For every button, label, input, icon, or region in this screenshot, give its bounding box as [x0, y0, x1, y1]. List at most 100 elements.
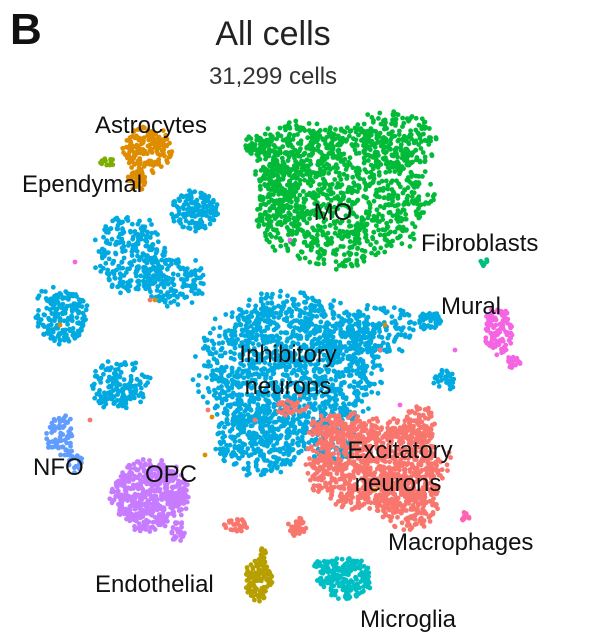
scatter-point: [282, 356, 288, 362]
scatter-point: [323, 192, 329, 198]
scatter-point: [292, 237, 297, 243]
scatter-point: [340, 392, 346, 397]
scatter-point: [331, 359, 337, 365]
scatter-point: [361, 392, 367, 398]
scatter-point: [137, 257, 142, 263]
scatter-point: [58, 305, 64, 310]
scatter-point: [341, 332, 347, 337]
scatter-point: [287, 172, 292, 178]
scatter-point: [219, 371, 224, 377]
scatter-point: [146, 286, 152, 292]
scatter-point: [105, 378, 111, 384]
scatter-point: [411, 183, 416, 189]
scatter-point: [287, 382, 293, 387]
scatter-point: [351, 312, 357, 318]
scatter-point: [296, 358, 302, 363]
scatter-point: [257, 385, 263, 390]
scatter-point: [288, 344, 294, 350]
scatter-point: [130, 361, 135, 367]
scatter-point: [54, 306, 60, 312]
scatter-point: [214, 360, 220, 366]
scatter-point: [321, 261, 327, 267]
scatter-point: [347, 329, 353, 334]
scatter-point: [369, 115, 375, 120]
scatter-point: [265, 430, 270, 436]
scatter-point: [248, 323, 254, 329]
scatter-point: [292, 297, 297, 302]
scatter-point: [292, 325, 298, 330]
scatter-point: [156, 274, 162, 280]
scatter-point: [344, 258, 349, 263]
scatter-point: [98, 263, 103, 269]
scatter-point: [301, 189, 306, 194]
scatter-point: [289, 309, 294, 315]
scatter-point: [366, 347, 371, 352]
scatter-point: [213, 208, 219, 214]
scatter-point: [105, 359, 111, 364]
scatter-point: [235, 337, 241, 342]
scatter-point: [119, 260, 125, 265]
scatter-point: [214, 412, 220, 417]
scatter-point: [278, 243, 284, 249]
scatter-point: [306, 121, 312, 126]
scatter-point: [350, 401, 356, 407]
scatter-point: [184, 277, 190, 282]
scatter-point: [420, 150, 426, 155]
scatter-point: [297, 348, 303, 354]
scatter-point: [98, 269, 104, 274]
scatter-point: [245, 332, 250, 337]
scatter-point: [280, 458, 286, 463]
scatter-point: [271, 401, 277, 407]
scatter-point: [284, 191, 290, 197]
scatter-point: [377, 363, 382, 368]
scatter-point: [67, 293, 72, 299]
scatter-point: [139, 236, 144, 242]
scatter-point: [336, 151, 342, 157]
scatter-point: [176, 211, 182, 217]
scatter-point: [106, 276, 112, 282]
scatter-point: [241, 429, 247, 435]
scatter-point: [193, 354, 198, 359]
scatter-point: [316, 142, 322, 148]
scatter-point: [251, 364, 257, 370]
scatter-point: [274, 363, 280, 368]
scatter-point: [281, 445, 286, 451]
scatter-point: [306, 410, 312, 415]
scatter-point: [405, 135, 411, 140]
scatter-point: [217, 325, 223, 330]
scatter-point: [256, 374, 262, 380]
scatter-point: [392, 133, 398, 139]
scatter-point: [231, 411, 237, 417]
scatter-point: [223, 364, 229, 370]
scatter-point: [317, 127, 323, 133]
scatter-point: [375, 354, 381, 360]
scatter-point: [315, 232, 320, 238]
scatter-point: [265, 126, 271, 132]
scatter-point: [375, 418, 381, 424]
scatter-point: [189, 288, 194, 294]
scatter-point: [143, 286, 149, 292]
scatter-point: [258, 423, 264, 429]
scatter-point: [79, 327, 84, 333]
scatter-point: [259, 437, 265, 443]
scatter-point: [262, 318, 268, 323]
scatter-point: [236, 366, 242, 372]
scatter-point: [113, 251, 119, 257]
scatter-point: [121, 255, 127, 261]
scatter-point: [361, 312, 366, 318]
scatter-point: [314, 314, 320, 319]
scatter-point: [176, 196, 182, 202]
scatter-point: [423, 200, 429, 206]
scatter-point: [101, 371, 106, 377]
scatter-point: [257, 194, 263, 200]
scatter-point: [199, 191, 205, 196]
scatter-point: [142, 224, 148, 230]
scatter-point: [410, 231, 416, 237]
scatter-point: [247, 297, 252, 303]
scatter-point: [331, 298, 337, 303]
scatter-point: [229, 314, 235, 320]
scatter-point: [258, 136, 263, 142]
scatter-point: [286, 433, 292, 439]
scatter-point: [103, 367, 109, 373]
scatter-point: [420, 124, 426, 129]
